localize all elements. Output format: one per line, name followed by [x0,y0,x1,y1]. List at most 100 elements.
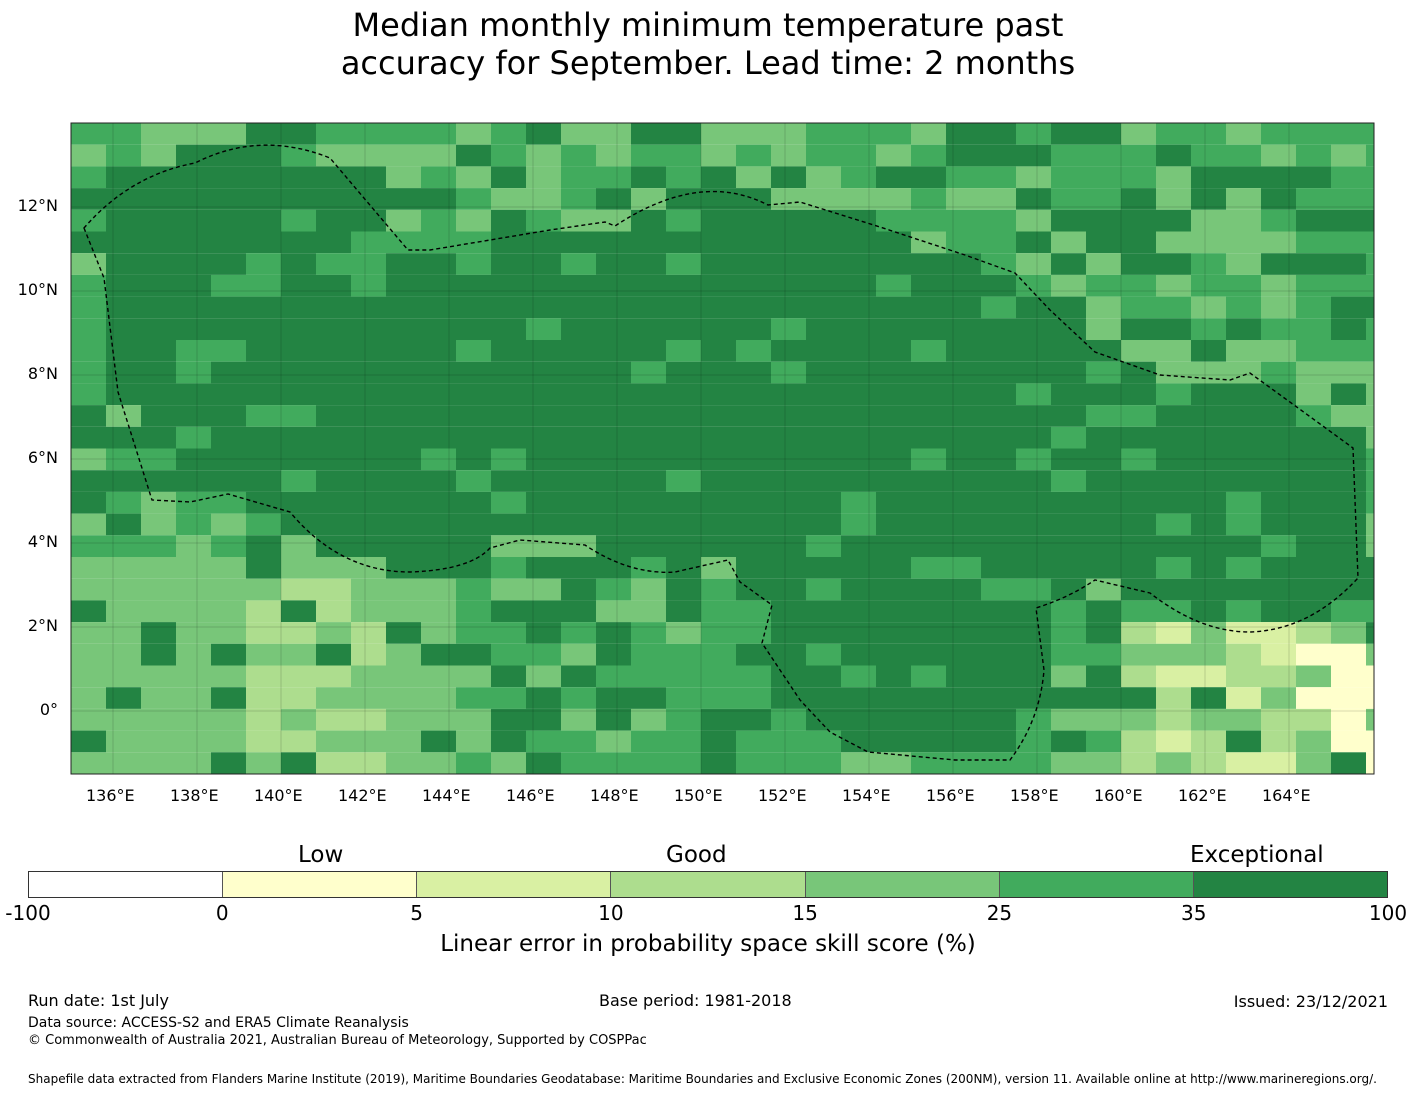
skill-cell [1331,470,1366,492]
skill-cell [666,448,701,471]
skill-cell [421,687,456,709]
skill-cell [1016,470,1051,492]
skill-cell [211,405,246,427]
skill-cell [771,296,806,319]
skill-cell [596,123,631,145]
skill-cell [1261,296,1296,319]
skill-cell [386,600,421,623]
skill-cell [71,340,106,362]
skill-cell [211,470,246,492]
skill-cell [351,708,386,731]
skill-cell [736,188,771,210]
skill-cell [841,426,876,449]
skill-cell [1086,405,1121,427]
category-good: Good [666,842,727,868]
skill-cell [351,622,386,644]
skill-cell [211,491,246,514]
skill-cell [666,600,701,623]
skill-cell [176,166,211,189]
skill-cell [491,687,526,709]
skill-cell [246,209,281,232]
skill-cell [211,665,246,688]
skill-cell [421,318,456,340]
skill-cell [1331,405,1366,427]
skill-cell [561,296,596,319]
skill-cell [1086,752,1121,774]
skill-cell [946,209,981,232]
skill-cell [1156,383,1191,406]
skill-cell [911,296,946,319]
skill-cell [1226,622,1261,644]
skill-cell [246,730,281,753]
skill-cell [876,123,911,145]
skill-cell [1051,209,1086,232]
skill-cell [1331,687,1366,709]
skill-cell [421,557,456,579]
skill-cell [1366,405,1374,427]
lon-tick-label: 156°E [926,786,975,805]
skill-cell [596,166,631,189]
skill-cell [351,383,386,406]
skill-cell [1331,535,1366,557]
skill-cell [71,448,106,471]
skill-cell [456,340,491,362]
skill-cell [421,123,456,145]
skill-cell [281,752,316,774]
skill-cell [946,730,981,753]
skill-cell [771,687,806,709]
skill-cell [911,340,946,362]
skill-cell [1366,209,1374,232]
skill-cell [281,188,316,210]
skill-cell [1156,708,1191,731]
skill-cell [1226,318,1261,340]
skill-cell [771,188,806,210]
skill-cell [946,448,981,471]
skill-cell [141,144,176,167]
skill-cell [946,470,981,492]
skill-cell [1296,578,1331,601]
skill-cell [316,491,351,514]
skill-cell [1121,535,1156,557]
skill-cell [141,557,176,579]
skill-cell [806,491,841,514]
skill-cell [1156,123,1191,145]
skill-cell [1086,687,1121,709]
skill-cell [141,470,176,492]
skill-cell [106,144,141,167]
skill-cell [246,296,281,319]
skill-cell [981,383,1016,406]
skill-cell [281,557,316,579]
skill-cell [1086,448,1121,471]
skill-cell [71,383,106,406]
skill-cell [281,383,316,406]
skill-cell [1331,600,1366,623]
skill-cell [1086,188,1121,210]
lon-tick-label: 142°E [338,786,387,805]
skill-cell [526,643,561,666]
skill-cell [981,665,1016,688]
skill-cell [1296,470,1331,492]
skill-cell [281,643,316,666]
skill-cell [316,470,351,492]
skill-cell [1121,426,1156,449]
skill-cell [246,361,281,384]
skill-cell [1331,188,1366,210]
skill-cell [841,730,876,753]
skill-cell [491,491,526,514]
skill-cell [911,166,946,189]
skill-cell [1086,600,1121,623]
skill-cell [351,491,386,514]
skill-cell [71,665,106,688]
skill-cell [351,470,386,492]
skill-cell [526,752,561,774]
skill-cell [876,643,911,666]
skill-cell [806,557,841,579]
skill-cell [386,513,421,536]
skill-cell [1191,448,1226,471]
skill-cell [806,383,841,406]
skill-cell [911,665,946,688]
skill-cell [806,361,841,384]
skill-cell [1121,643,1156,666]
skill-cell [596,600,631,623]
skill-cell [841,622,876,644]
